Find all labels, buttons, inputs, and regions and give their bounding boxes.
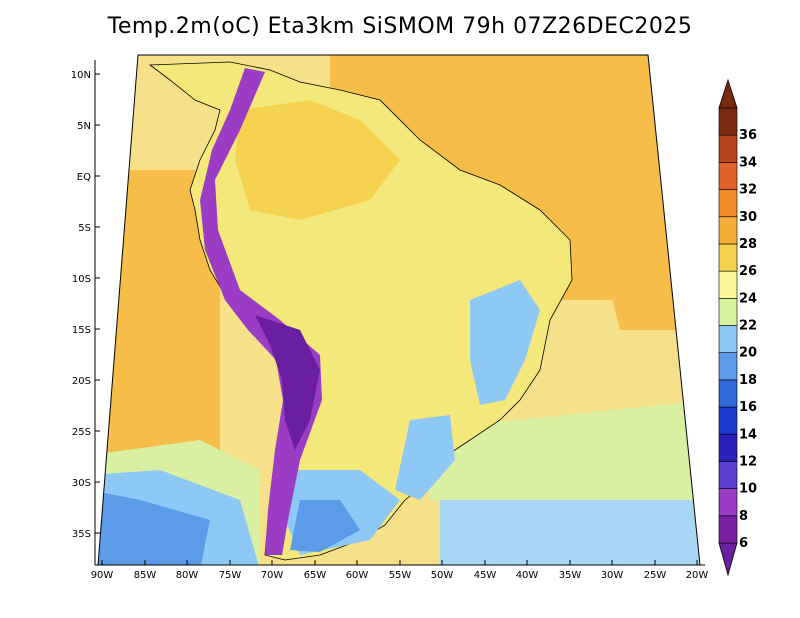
colorbar-top-arrow — [718, 78, 738, 109]
lon-label-80w: 80W — [176, 570, 199, 581]
lon-label-50w: 50W — [431, 570, 454, 581]
lat-ticks — [95, 73, 100, 534]
lon-label-40w: 40W — [516, 570, 539, 581]
lon-label-45w: 45W — [474, 570, 497, 581]
south-brazil-cool — [395, 415, 455, 500]
colorbar-label-14: 14 — [739, 427, 757, 442]
eastern-highlands-cool — [470, 280, 540, 405]
lon-label-60w: 60W — [346, 570, 369, 581]
colorbar-bin-4 — [718, 406, 738, 435]
lon-label-25w: 25W — [644, 570, 667, 581]
colorbar-label-36: 36 — [739, 128, 757, 143]
colorbar-label-8: 8 — [739, 509, 748, 524]
colorbar-bin-14 — [718, 134, 738, 163]
lat-label-5n: 5N — [77, 121, 91, 132]
colorbar-bin-3 — [718, 433, 738, 462]
colorbar-label-20: 20 — [739, 346, 757, 361]
lon-label-90w: 90W — [91, 570, 114, 581]
lon-label-35w: 35W — [559, 570, 582, 581]
colorbar-bin-6 — [718, 352, 738, 381]
colorbar-bottom-arrow — [718, 542, 738, 577]
south-pacific-colder — [98, 490, 210, 565]
lon-label-55w: 55W — [389, 570, 412, 581]
colorbar-bin-2 — [718, 461, 738, 489]
colorbar-bin-9 — [718, 270, 738, 299]
lat-label-20s: 20S — [72, 376, 91, 387]
colorbar-label-30: 30 — [739, 210, 757, 225]
temperature-field — [98, 55, 700, 565]
lat-label-eq: EQ — [77, 172, 91, 183]
south-atlantic-cold — [440, 500, 700, 565]
colorbar-bin-15 — [718, 107, 738, 136]
colorbar-label-6: 6 — [739, 536, 748, 551]
colorbar-label-12: 12 — [739, 454, 757, 469]
colorbar-label-24: 24 — [739, 291, 757, 306]
lat-label-30s: 30S — [72, 478, 91, 489]
map-title: Temp.2m(oC) Eta3km SiSMOM 79h 07Z26DEC20… — [107, 14, 693, 39]
colorbar-bin-7 — [718, 325, 738, 353]
colorbar-label-22: 22 — [739, 319, 757, 334]
lat-label-10n: 10N — [71, 70, 91, 81]
colorbar-label-26: 26 — [739, 264, 757, 279]
colorbar: 6 8 10 12 14 16 18 20 22 24 26 28 30 32 34 36 — [718, 78, 757, 577]
colorbar-bin-8 — [718, 298, 738, 326]
lat-label-10s: 10S — [72, 274, 91, 285]
colorbar-label-34: 34 — [739, 155, 757, 170]
lat-label-35s: 35S — [72, 529, 91, 540]
lon-label-30w: 30W — [601, 570, 624, 581]
lat-label-25s: 25S — [72, 427, 91, 438]
colorbar-bin-11 — [718, 216, 738, 245]
lon-label-20w: 20W — [686, 570, 709, 581]
amazon-warm — [235, 100, 400, 220]
colorbar-label-32: 32 — [739, 183, 757, 198]
colorbar-bin-12 — [718, 189, 738, 218]
lon-label-70w: 70W — [261, 570, 284, 581]
lon-label-85w: 85W — [134, 570, 157, 581]
colorbar-bin-5 — [718, 379, 738, 408]
patagonia-colder — [290, 500, 360, 552]
lat-label-5s: 5S — [78, 223, 91, 234]
pacific-warm-region — [100, 170, 220, 470]
colorbar-bin-13 — [718, 162, 738, 190]
south-atlantic-cool — [420, 400, 700, 510]
lat-label-15s: 15S — [72, 325, 91, 336]
colorbar-label-10: 10 — [739, 482, 757, 497]
colorbar-label-18: 18 — [739, 373, 757, 388]
lon-label-75w: 75W — [219, 570, 242, 581]
colorbar-bin-0 — [718, 515, 738, 544]
lon-ticks — [101, 560, 698, 565]
altiplano — [255, 315, 320, 450]
lon-label-65w: 65W — [304, 570, 327, 581]
colorbar-bin-10 — [718, 243, 738, 272]
colorbar-label-28: 28 — [739, 237, 757, 252]
colorbar-bin-1 — [718, 488, 738, 517]
colorbar-label-16: 16 — [739, 400, 757, 415]
